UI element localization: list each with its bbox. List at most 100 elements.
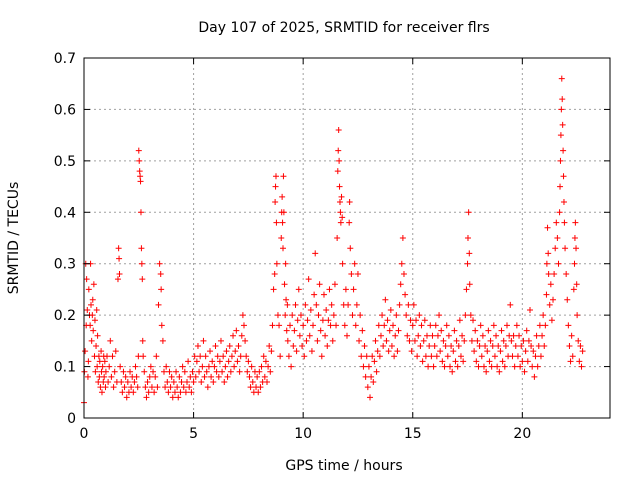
data-point	[296, 332, 303, 339]
data-point	[436, 312, 443, 319]
data-point	[155, 301, 162, 308]
data-point	[453, 337, 460, 344]
data-point	[406, 337, 413, 344]
data-point	[87, 322, 94, 329]
data-point	[472, 327, 479, 334]
data-point	[360, 363, 367, 370]
data-point	[507, 301, 514, 308]
data-point	[405, 301, 412, 308]
data-point	[204, 384, 211, 391]
data-point	[336, 157, 343, 164]
data-point	[265, 363, 272, 370]
data-point	[373, 368, 380, 375]
data-point	[486, 358, 493, 365]
data-point	[493, 332, 500, 339]
data-point	[243, 353, 250, 360]
data-point	[468, 337, 475, 344]
data-point	[131, 379, 138, 385]
data-point	[144, 379, 151, 385]
data-point	[191, 353, 198, 360]
data-point	[556, 209, 563, 216]
data-point	[237, 353, 244, 360]
data-point	[328, 301, 335, 308]
data-point	[272, 199, 279, 205]
data-point	[541, 343, 548, 349]
data-point	[417, 343, 424, 349]
data-point	[429, 332, 436, 339]
data-point	[274, 312, 281, 319]
data-point	[574, 312, 581, 319]
data-point	[397, 281, 404, 288]
data-point	[188, 389, 195, 396]
data-point	[137, 178, 144, 185]
data-point	[187, 373, 194, 380]
data-point	[257, 384, 264, 391]
data-point	[193, 358, 200, 365]
data-point	[377, 332, 384, 339]
data-point	[124, 379, 131, 385]
data-point	[110, 384, 117, 391]
data-point	[354, 271, 361, 277]
data-point	[123, 394, 130, 401]
data-point	[287, 322, 294, 329]
data-point	[521, 368, 528, 375]
data-point	[174, 384, 181, 391]
data-point	[329, 337, 336, 344]
data-point	[106, 363, 113, 370]
data-point	[498, 327, 505, 334]
data-point	[567, 358, 574, 365]
data-point	[375, 322, 382, 329]
data-point	[217, 337, 224, 344]
data-point	[341, 322, 348, 329]
data-point	[440, 337, 447, 344]
data-point	[384, 317, 391, 324]
data-point	[247, 384, 254, 391]
data-point	[572, 219, 579, 226]
data-point	[447, 363, 454, 370]
data-point	[411, 337, 418, 344]
data-point	[112, 348, 119, 355]
data-point	[475, 363, 482, 370]
data-point	[290, 343, 297, 349]
data-point	[170, 379, 177, 385]
data-point	[370, 379, 377, 385]
data-point	[300, 322, 307, 329]
data-point	[235, 343, 242, 349]
data-point	[314, 337, 321, 344]
data-point	[282, 260, 289, 267]
data-point	[185, 358, 192, 365]
data-point	[390, 322, 397, 329]
data-point	[554, 235, 561, 241]
data-point	[345, 301, 352, 308]
data-point	[208, 373, 215, 380]
data-point	[181, 368, 188, 375]
y-axis-label: SRMTID / TECUs	[6, 182, 22, 295]
data-point	[470, 317, 477, 324]
x-tick-label: 15	[404, 426, 422, 442]
data-point	[532, 353, 539, 360]
data-point	[462, 312, 469, 319]
data-point	[261, 373, 268, 380]
data-point	[491, 353, 498, 360]
data-point	[399, 235, 406, 241]
data-point	[577, 343, 584, 349]
data-point	[323, 307, 330, 313]
data-point	[451, 327, 458, 334]
data-point	[445, 332, 452, 339]
data-point	[264, 379, 271, 385]
data-point	[167, 384, 174, 391]
data-point	[169, 394, 176, 401]
data-point	[480, 363, 487, 370]
plot-frame	[83, 57, 611, 419]
data-point	[487, 337, 494, 344]
data-point	[327, 322, 334, 329]
data-point	[477, 322, 484, 329]
data-point	[560, 199, 567, 205]
data-point	[171, 389, 178, 396]
data-point	[482, 343, 489, 349]
data-point	[92, 368, 99, 375]
data-point	[449, 368, 456, 375]
data-point	[313, 301, 320, 308]
y-tick-label: 0.3	[54, 257, 76, 273]
data-point	[365, 363, 372, 370]
